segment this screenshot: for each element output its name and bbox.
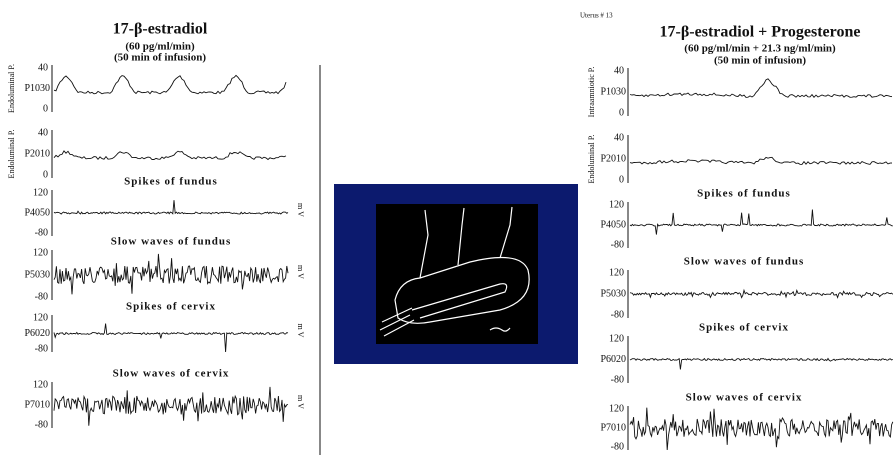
axis-label: Endoluminal P. [587,135,596,184]
tick-label: 120 [33,187,48,198]
tick-label: 0 [43,169,48,180]
left-title: 17-β-estradiol [113,21,208,38]
channel-label: Slow waves of cervix [686,392,803,404]
axis-label: Intraamniotic P. [587,67,596,118]
channel-label: Spikes of cervix [126,301,216,313]
tick-label: -80 [35,291,48,302]
channel-name: P7010 [600,422,626,433]
signal-trace [629,407,894,451]
tick-label: 40 [614,132,624,143]
channel-name: P4050 [24,207,50,218]
tick-label: -80 [611,239,624,250]
tick-label: 120 [609,403,624,414]
tick-label: 0 [619,107,624,118]
channel-label: Slow waves of cervix [113,368,230,380]
tick-label: -80 [611,309,624,320]
tick-label: 120 [33,379,48,390]
tick-label: 120 [33,312,48,323]
channel-name: P1030 [600,86,626,97]
signal-trace [629,78,893,99]
signal-trace [53,253,289,295]
channel-label: Slow waves of fundus [111,236,232,248]
tick-label: 120 [33,247,48,258]
tick-label: -80 [611,441,624,452]
channel-label: Spikes of fundus [697,188,791,200]
channel-name: P7010 [24,399,50,410]
signal-trace [53,200,289,215]
signal-trace [53,74,287,95]
channel-name: P4050 [600,219,626,230]
right-title: 17-β-estradiol + Progesterone [660,24,861,41]
tick-label: 40 [38,127,48,138]
left-subtitle: (60 pg/ml/min) [125,41,195,53]
right-subtitle: (50 min of infusion) [714,55,806,67]
channel-name: P5030 [600,288,626,299]
tick-label: 120 [609,199,624,210]
unit-label: m V [296,265,305,279]
right-header: Uterus # 13 [580,12,613,20]
tick-label: -80 [35,343,48,354]
tick-label: -80 [35,227,48,238]
signal-trace [53,386,289,426]
axis-label: Endoluminal P. [7,64,16,113]
channel-label: Slow waves of fundus [684,256,805,268]
tick-label: 0 [619,174,624,185]
uterus-illustration [334,184,578,364]
axis-label: Endoluminal P. [7,130,16,179]
channel-name: P6020 [24,328,50,339]
unit-label: m V [296,395,305,409]
left-subtitle: (50 min of infusion) [114,52,206,64]
signal-trace [53,150,287,161]
unit-label: m V [296,324,305,338]
channel-label: Spikes of cervix [699,322,789,334]
tick-label: 120 [609,267,624,278]
tick-label: -80 [35,419,48,430]
signal-trace [629,209,893,235]
tick-label: 120 [609,333,624,344]
signal-trace [629,288,894,299]
signal-trace [629,357,894,370]
tick-label: -80 [611,374,624,385]
signal-trace [53,323,289,353]
channel-name: P5030 [24,269,50,280]
signal-trace [629,156,893,165]
channel-name: P2010 [24,148,50,159]
channel-name: P1030 [24,83,50,94]
tick-label: 40 [614,65,624,76]
channel-label: Spikes of fundus [124,176,218,188]
channel-name: P6020 [600,354,626,365]
right-subtitle: (60 pg/ml/min + 21.3 ng/ml/min) [684,43,836,55]
tick-label: 0 [43,103,48,114]
unit-label: m V [296,203,305,217]
channel-name: P2010 [600,153,626,164]
tick-label: 40 [38,62,48,73]
